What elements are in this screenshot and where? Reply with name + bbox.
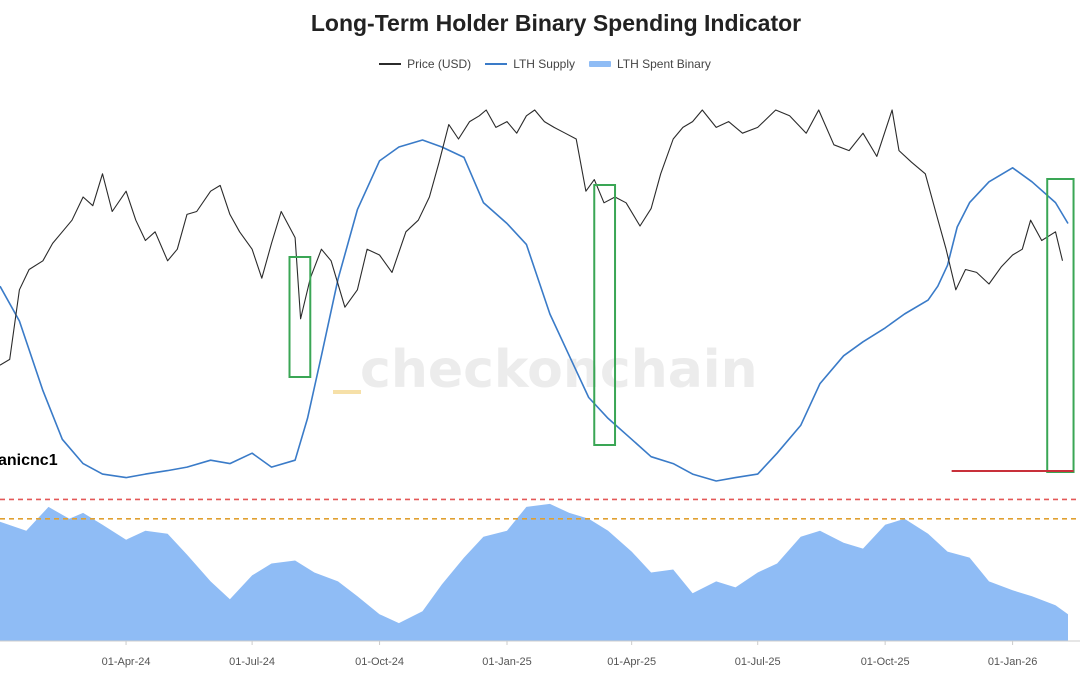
legend: Price (USD) LTH Supply LTH Spent Binary — [0, 57, 1080, 71]
watermark: checkonchain — [360, 340, 758, 400]
legend-label-lth-supply: LTH Supply — [513, 57, 575, 71]
x-tick-label: 01-Oct-25 — [861, 656, 910, 668]
watermark-accent — [333, 390, 361, 394]
x-tick-label: 01-Jul-25 — [735, 656, 781, 668]
legend-item-lth-spent-binary[interactable]: LTH Spent Binary — [589, 57, 711, 71]
legend-swatch-price — [379, 63, 402, 65]
legend-label-lth-spent-binary: LTH Spent Binary — [617, 57, 711, 71]
price-line — [0, 109, 1064, 366]
highlight-box-1 — [288, 256, 312, 378]
legend-swatch-lth-spent-binary — [589, 61, 611, 67]
highlight-box-3 — [1046, 178, 1075, 473]
legend-item-price[interactable]: Price (USD) — [379, 57, 471, 71]
legend-label-price: Price (USD) — [407, 57, 472, 71]
lth-supply-line — [0, 139, 1069, 482]
x-tick-label: 01-Jan-25 — [482, 656, 532, 668]
legend-swatch-lth-supply — [485, 63, 508, 65]
x-tick-label: 01-Jul-24 — [229, 656, 275, 668]
legend-item-lth-supply[interactable]: LTH Supply — [485, 57, 575, 71]
x-tick-label: 01-Jan-26 — [988, 656, 1038, 668]
chart-title: Long-Term Holder Binary Spending Indicat… — [310, 10, 802, 36]
x-tick-label: 01-Apr-25 — [607, 656, 656, 668]
lth-spent-binary-area — [0, 503, 1068, 641]
author-label: anicnc1 — [0, 452, 58, 469]
x-tick-label: 01-Oct-24 — [355, 656, 404, 668]
highlight-box-2 — [593, 184, 617, 446]
x-tick-label: 01-Apr-24 — [102, 656, 151, 668]
